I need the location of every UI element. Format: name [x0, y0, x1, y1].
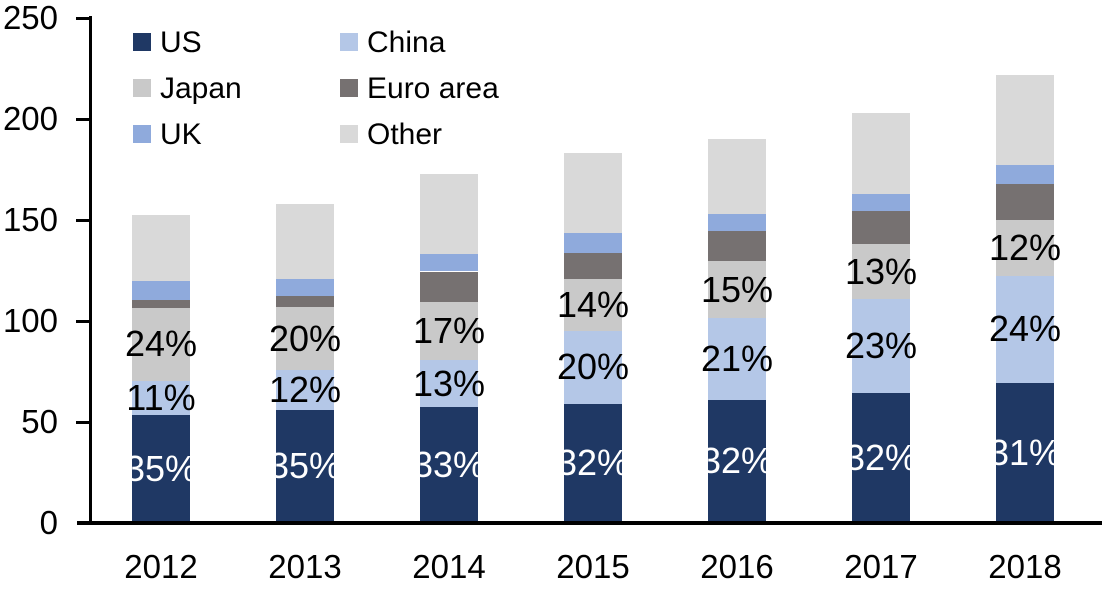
bar-segment-euro-area-2017 [852, 210, 910, 245]
bar-label-japan-2012: 24% [124, 323, 198, 365]
legend-label-japan: Japan [160, 72, 242, 105]
bar-segment-other-2016 [708, 139, 766, 214]
legend-label-uk: UK [160, 118, 202, 151]
bar-segment-japan-2016 [708, 261, 766, 318]
legend: US China Japan Euro area UK Other [0, 0, 1102, 160]
bar-label-us-2013: 35% [268, 445, 342, 487]
bar-label-china-2013: 12% [268, 369, 342, 411]
bar-label-japan-2015: 14% [556, 283, 630, 325]
bar-label-china-2015: 20% [556, 346, 630, 388]
bar-segment-china-2014 [420, 360, 478, 407]
bar-segment-euro-area-2012 [132, 299, 190, 308]
y-tick-label: 150 [2, 200, 58, 238]
bar-segment-japan-2013 [276, 306, 334, 371]
bar-segment-euro-area-2015 [564, 253, 622, 279]
bar-label-japan-2016: 15% [700, 268, 774, 310]
x-tick-label-2014: 2014 [412, 548, 486, 585]
legend-swatch-china [340, 33, 358, 51]
bar-label-japan-2018: 12% [988, 226, 1062, 268]
x-tick-label-2013: 2013 [268, 548, 342, 585]
y-tick-label: 250 [2, 0, 58, 36]
bar-segment-euro-area-2014 [420, 271, 478, 302]
y-tick-label: 100 [2, 301, 58, 339]
bar-label-china-2014: 13% [412, 362, 486, 404]
bar-segment-uk-2016 [708, 213, 766, 232]
bar-segment-uk-2017 [852, 193, 910, 211]
bar-segment-japan-2014 [420, 301, 478, 361]
bar-segment-other-2018 [996, 74, 1054, 166]
y-tick-label: 200 [2, 99, 58, 137]
bar-label-us-2017: 32% [844, 436, 918, 478]
bar-segment-uk-2018 [996, 165, 1054, 184]
bar-label-us-2015: 32% [556, 442, 630, 484]
bar-label-us-2016: 32% [700, 440, 774, 482]
bar-label-japan-2017: 13% [844, 250, 918, 292]
bar-label-china-2016: 21% [700, 337, 774, 379]
bar-label-japan-2013: 20% [268, 317, 342, 359]
bar-segment-euro-area-2018 [996, 183, 1054, 220]
bar-segment-other-2017 [852, 112, 910, 194]
bar-segment-china-2012 [132, 380, 190, 415]
bar-segment-us-2012 [132, 414, 190, 523]
bar-segment-china-2015 [564, 331, 622, 404]
legend-label-other: Other [367, 118, 443, 151]
x-tick-label-2016: 2016 [700, 548, 774, 585]
legend-label-us: US [160, 26, 202, 59]
bar-segment-japan-2018 [996, 220, 1054, 276]
bar-segment-japan-2017 [852, 244, 910, 299]
bar-segment-us-2017 [852, 392, 910, 523]
bar-segment-japan-2015 [564, 278, 622, 332]
bar-label-china-2012: 11% [126, 376, 196, 418]
y-axis-tick [76, 218, 90, 222]
y-tick-label: 0 [39, 503, 58, 541]
x-tick-label-2012: 2012 [124, 548, 198, 585]
bar-segment-other-2014 [420, 173, 478, 255]
bar-segment-us-2013 [276, 409, 334, 523]
y-axis-tick [76, 319, 90, 323]
legend-swatch-uk [133, 125, 151, 143]
legend-swatch-us [133, 33, 151, 51]
y-axis-tick [76, 420, 90, 424]
bar-segment-uk-2013 [276, 278, 334, 296]
y-axis-line [89, 16, 92, 525]
bar-segment-us-2016 [708, 399, 766, 523]
x-tick-label-2015: 2015 [556, 548, 630, 585]
legend-label-china: China [367, 26, 446, 59]
bar-label-china-2018: 24% [988, 308, 1062, 350]
bar-segment-uk-2015 [564, 233, 622, 254]
legend-swatch-euro-area [340, 79, 358, 97]
bar-segment-euro-area-2016 [708, 231, 766, 262]
bar-segment-japan-2012 [132, 307, 190, 381]
bar-segment-us-2014 [420, 406, 478, 523]
bar-segment-other-2013 [276, 203, 334, 279]
bar-segment-other-2012 [132, 214, 190, 281]
bar-segment-china-2018 [996, 275, 1054, 383]
bar-segment-uk-2012 [132, 280, 190, 300]
bar-label-china-2017: 23% [844, 324, 918, 366]
bar-segment-us-2018 [996, 382, 1054, 523]
bar-segment-us-2015 [564, 403, 622, 523]
x-tick-label-2018: 2018 [988, 548, 1062, 585]
bar-label-us-2014: 33% [412, 443, 486, 485]
x-tick-label-2017: 2017 [844, 548, 918, 585]
bar-segment-china-2017 [852, 298, 910, 393]
bar-label-us-2018: 31% [988, 431, 1062, 473]
y-axis-tick [76, 16, 90, 20]
legend-swatch-japan [133, 79, 151, 97]
bar-segment-euro-area-2013 [276, 295, 334, 307]
bar-label-us-2012: 35% [124, 447, 198, 489]
y-axis-tick [76, 117, 90, 121]
bar-segment-uk-2014 [420, 254, 478, 272]
bar-segment-china-2013 [276, 370, 334, 410]
legend-label-euro-area: Euro area [367, 72, 499, 105]
y-tick-label: 50 [21, 402, 58, 440]
bar-segment-china-2016 [708, 317, 766, 400]
bar-label-japan-2014: 17% [412, 310, 486, 352]
bar-segment-other-2015 [564, 153, 622, 234]
x-axis-line [77, 521, 1102, 525]
legend-swatch-other [340, 125, 358, 143]
